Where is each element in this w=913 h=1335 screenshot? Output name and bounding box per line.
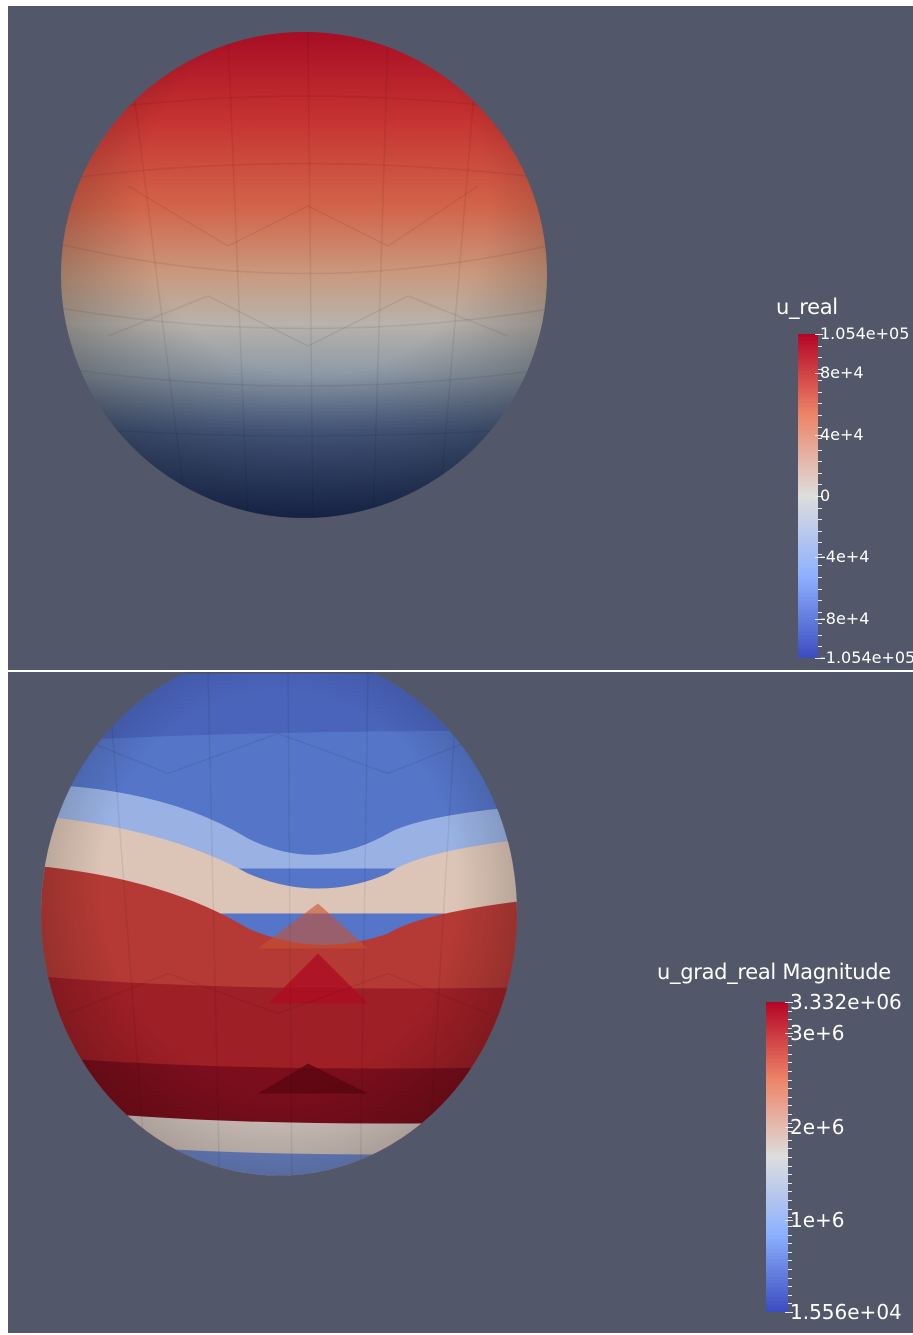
render-view-bottom[interactable]: u_grad_real Magnitude 3.332e+06 3e+6 2e+6 1… [8, 672, 913, 1333]
colorbar-minor-tick [818, 577, 822, 578]
colorbar-minor-tick [788, 1028, 792, 1029]
colorbar-minor-tick [788, 1252, 792, 1253]
colorbar-minor-tick [788, 1097, 792, 1098]
colorbar-tick [785, 1220, 793, 1221]
sphere-u-real[interactable] [8, 6, 913, 670]
colorbar-tick-label: 0 [820, 486, 831, 505]
colorbar-minor-tick [788, 1157, 792, 1158]
colorbar-minor-tick [788, 1278, 792, 1279]
colorbar-minor-tick [818, 461, 822, 462]
colorbar-minor-tick [788, 1054, 792, 1055]
colorbar-minor-tick [788, 1166, 792, 1167]
colorbar-tick [815, 435, 823, 436]
colorbar-minor-tick [788, 1019, 792, 1020]
colorbar-minor-tick [818, 473, 822, 474]
colorbar-minor-tick [788, 1303, 792, 1304]
sphere-u-grad-real-magnitude[interactable] [8, 672, 913, 1333]
colorbar-minor-tick [788, 1200, 792, 1201]
colorbar-minor-tick [788, 1235, 792, 1236]
colorbar-tick-label: 1.556e+04 [790, 1300, 902, 1324]
colorbar-minor-tick [788, 1286, 792, 1287]
colorbar-tick [815, 373, 823, 374]
colorbar-minor-tick [818, 427, 822, 428]
colorbar-minor-tick [818, 438, 822, 439]
colorbar-minor-tick [818, 346, 822, 347]
colorbar-tick-label: 1e+6 [790, 1208, 845, 1232]
colorbar-minor-tick [818, 600, 822, 601]
colorbar-tick [785, 1033, 793, 1034]
colorbar-u-grad-real-magnitude [766, 1002, 788, 1312]
colorbar-tick [815, 619, 823, 620]
colorbar-minor-tick [788, 1183, 792, 1184]
colorbar-minor-tick [788, 1080, 792, 1081]
colorbar-tick-label: -1.054e+05 [820, 648, 913, 667]
colorbar-minor-tick [788, 1045, 792, 1046]
colorbar-minor-tick [818, 508, 822, 509]
colorbar-minor-tick [788, 1217, 792, 1218]
colorbar-tick-label: -8e+4 [820, 609, 870, 628]
legend-title-u-real: u_real [776, 295, 838, 319]
colorbar-minor-tick [788, 1123, 792, 1124]
colorbar-minor-tick [788, 1226, 792, 1227]
colorbar-tick-label: 3e+6 [790, 1021, 845, 1045]
colorbar-minor-tick [788, 1269, 792, 1270]
render-view-top[interactable]: u_real 1.054e+05 8e+4 4e+4 0 -4e+4 -8e+4 -1.05… [8, 6, 913, 670]
colorbar-tick-label: 4e+4 [820, 425, 864, 444]
colorbar-tick [815, 658, 823, 659]
colorbar-minor-tick [788, 1243, 792, 1244]
colorbar-minor-tick [788, 1088, 792, 1089]
colorbar-tick [815, 496, 823, 497]
colorbar-tick-label: 1.054e+05 [820, 324, 910, 343]
colorbar-minor-tick [818, 415, 822, 416]
colorbar-minor-tick [788, 1140, 792, 1141]
colorbar-minor-tick [818, 357, 822, 358]
colorbar-minor-tick [818, 380, 822, 381]
colorbar-minor-tick [788, 1131, 792, 1132]
colorbar-minor-tick [788, 1071, 792, 1072]
colorbar-minor-tick [818, 565, 822, 566]
colorbar-minor-tick [818, 612, 822, 613]
colorbar-minor-tick [788, 1105, 792, 1106]
colorbar-minor-tick [788, 1295, 792, 1296]
colorbar-minor-tick [818, 519, 822, 520]
colorbar-minor-tick [818, 531, 822, 532]
colorbar-minor-tick [788, 1114, 792, 1115]
colorbar-minor-tick [788, 1036, 792, 1037]
colorbar-minor-tick [818, 369, 822, 370]
colorbar-minor-tick [818, 542, 822, 543]
colorbar-minor-tick [818, 484, 822, 485]
colorbar-minor-tick [788, 1191, 792, 1192]
colorbar-tick-label: -4e+4 [820, 547, 870, 566]
colorbar-minor-tick [788, 1062, 792, 1063]
colorbar-minor-tick [788, 1209, 792, 1210]
colorbar-tick [785, 1312, 793, 1313]
colorbar-minor-tick [818, 403, 822, 404]
colorbar-minor-tick [788, 1260, 792, 1261]
legend-title-u-grad-real-magnitude: u_grad_real Magnitude [657, 960, 891, 984]
colorbar-tick [815, 334, 823, 335]
colorbar-tick [785, 1127, 793, 1128]
colorbar-minor-tick [788, 1174, 792, 1175]
colorbar-minor-tick [788, 1148, 792, 1149]
colorbar-minor-tick [788, 1011, 792, 1012]
colorbar-minor-tick [818, 623, 822, 624]
colorbar-tick-label: 8e+4 [820, 363, 864, 382]
colorbar-minor-tick [818, 450, 822, 451]
colorbar-minor-tick [818, 554, 822, 555]
colorbar-tick [785, 1002, 793, 1003]
colorbar-tick-label: 3.332e+06 [790, 990, 902, 1014]
colorbar-minor-tick [818, 589, 822, 590]
colorbar-u-real [798, 334, 818, 658]
colorbar-tick [815, 557, 823, 558]
colorbar-minor-tick [818, 392, 822, 393]
colorbar-tick-label: 2e+6 [790, 1115, 845, 1139]
colorbar-minor-tick [818, 646, 822, 647]
colorbar-minor-tick [818, 635, 822, 636]
